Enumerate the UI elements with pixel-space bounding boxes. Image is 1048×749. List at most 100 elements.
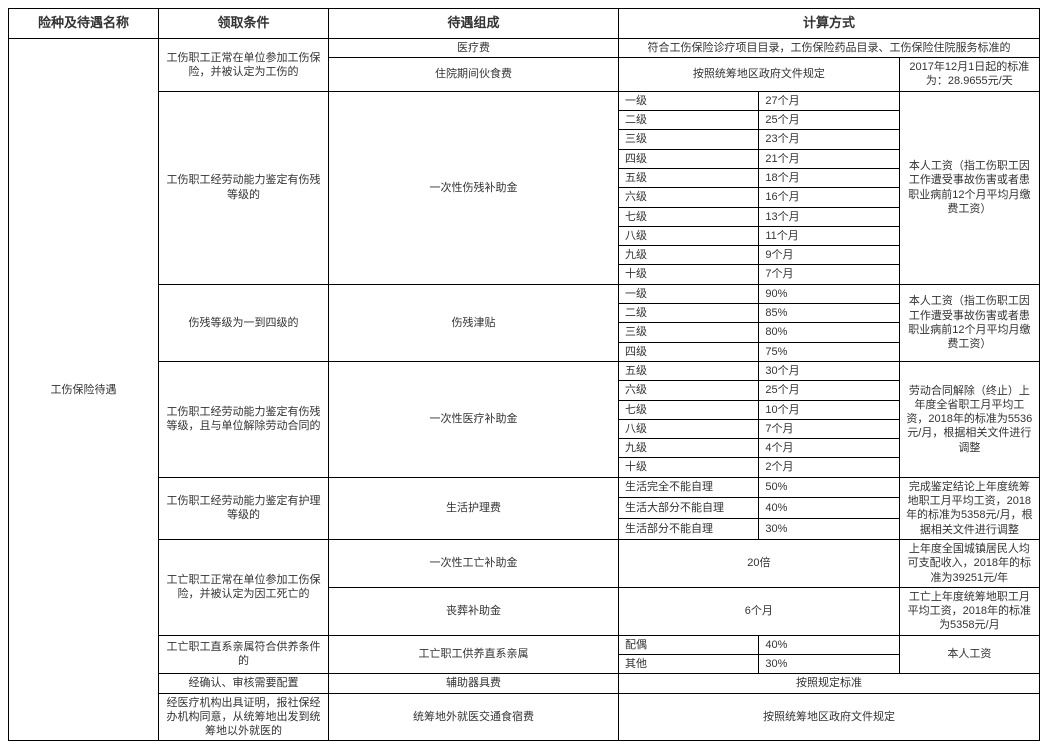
grade-value: 25个月 [759, 111, 899, 130]
condition-cell: 伤残等级为一到四级的 [159, 284, 329, 361]
calc-cell: 本人工资（指工伤职工因工作遭受事故伤害或者患职业病前12个月平均月缴费工资） [899, 91, 1039, 284]
grade-value: 7个月 [759, 265, 899, 284]
calc-cell: 工亡上年度统筹地职工月平均工资，2018年的标准为5358元/月 [899, 587, 1039, 635]
grade-value: 23个月 [759, 130, 899, 149]
table-row: 经医疗机构出具证明，报社保经办机构同意，从统筹地出发到统筹地以外就医的 统筹地外… [9, 693, 1040, 741]
grade-label: 五级 [619, 168, 759, 187]
grade-label: 十级 [619, 458, 759, 477]
condition-cell: 经确认、审核需要配置 [159, 674, 329, 693]
table-row: 伤残等级为一到四级的 伤残津贴 一级 90% 本人工资（指工伤职工因工作遭受事故… [9, 284, 1040, 303]
grade-label: 一级 [619, 284, 759, 303]
condition-cell: 工伤职工经劳动能力鉴定有伤残等级的 [159, 91, 329, 284]
category-cell: 工伤保险待遇 [9, 38, 159, 741]
benefits-table: 险种及待遇名称 领取条件 待遇组成 计算方式 工伤保险待遇 工伤职工正常在单位参… [8, 8, 1040, 741]
grade-value: 40% [759, 498, 899, 519]
condition-cell: 工伤职工正常在单位参加工伤保险，并被认定为工伤的 [159, 38, 329, 91]
grade-label: 五级 [619, 361, 759, 380]
component-cell: 伤残津贴 [329, 284, 619, 361]
table-row: 工亡职工正常在单位参加工伤保险，并被认定为因工死亡的 一次性工亡补助金 20倍 … [9, 539, 1040, 587]
table-row: 工伤职工经劳动能力鉴定有伤残等级的 一次性伤残补助金 一级 27个月 本人工资（… [9, 91, 1040, 110]
grade-value: 90% [759, 284, 899, 303]
grade-label: 其他 [619, 654, 759, 673]
grade-value: 30% [759, 519, 899, 540]
calc-cell: 按照规定标准 [619, 674, 1040, 693]
header-row: 险种及待遇名称 领取条件 待遇组成 计算方式 [9, 9, 1040, 39]
grade-label: 四级 [619, 342, 759, 361]
grade-value: 21个月 [759, 149, 899, 168]
grade-value: 85% [759, 304, 899, 323]
grade-value: 2个月 [759, 458, 899, 477]
table-row: 经确认、审核需要配置 辅助器具费 按照规定标准 [9, 674, 1040, 693]
calc-cell: 按照统筹地区政府文件规定 [619, 693, 1040, 741]
calc-cell: 20倍 [619, 539, 900, 587]
grade-value: 50% [759, 477, 899, 498]
condition-cell: 工亡职工正常在单位参加工伤保险，并被认定为因工死亡的 [159, 539, 329, 635]
table-row: 工伤职工经劳动能力鉴定有伤残等级，且与单位解除劳动合同的 一次性医疗补助金 五级… [9, 361, 1040, 380]
grade-label: 三级 [619, 130, 759, 149]
grade-label: 生活部分不能自理 [619, 519, 759, 540]
grade-value: 40% [759, 635, 899, 654]
table-row: 工伤职工经劳动能力鉴定有护理等级的 生活护理费 生活完全不能自理 50% 完成鉴… [9, 477, 1040, 498]
calc-cell: 本人工资 [899, 635, 1039, 674]
component-cell: 工亡职工供养直系亲属 [329, 635, 619, 674]
grade-value: 30% [759, 654, 899, 673]
grade-value: 4个月 [759, 439, 899, 458]
table-row: 工伤保险待遇 工伤职工正常在单位参加工伤保险，并被认定为工伤的 医疗费 符合工伤… [9, 38, 1040, 57]
grade-label: 生活完全不能自理 [619, 477, 759, 498]
grade-label: 八级 [619, 226, 759, 245]
component-cell: 住院期间伙食费 [329, 58, 619, 92]
grade-label: 七级 [619, 400, 759, 419]
grade-label: 一级 [619, 91, 759, 110]
component-cell: 一次性伤残补助金 [329, 91, 619, 284]
header-category: 险种及待遇名称 [9, 9, 159, 39]
grade-value: 11个月 [759, 226, 899, 245]
calc-cell: 2017年12月1日起的标准为：28.9655元/天 [899, 58, 1039, 92]
grade-value: 30个月 [759, 361, 899, 380]
grade-value: 9个月 [759, 246, 899, 265]
table-row: 工亡职工直系亲属符合供养条件的 工亡职工供养直系亲属 配偶 40% 本人工资 [9, 635, 1040, 654]
calc-cell: 6个月 [619, 587, 900, 635]
condition-cell: 工伤职工经劳动能力鉴定有护理等级的 [159, 477, 329, 539]
grade-value: 7个月 [759, 419, 899, 438]
grade-value: 80% [759, 323, 899, 342]
grade-value: 10个月 [759, 400, 899, 419]
grade-value: 18个月 [759, 168, 899, 187]
grade-label: 生活大部分不能自理 [619, 498, 759, 519]
header-calc: 计算方式 [619, 9, 1040, 39]
grade-value: 13个月 [759, 207, 899, 226]
grade-value: 75% [759, 342, 899, 361]
component-cell: 生活护理费 [329, 477, 619, 539]
grade-value: 27个月 [759, 91, 899, 110]
component-cell: 丧葬补助金 [329, 587, 619, 635]
header-component: 待遇组成 [329, 9, 619, 39]
component-cell: 辅助器具费 [329, 674, 619, 693]
grade-label: 九级 [619, 439, 759, 458]
calc-cell: 劳动合同解除（终止）上年度全省职工月平均工资，2018年的标准为5536元/月，… [899, 361, 1039, 477]
header-condition: 领取条件 [159, 9, 329, 39]
grade-label: 四级 [619, 149, 759, 168]
grade-label: 二级 [619, 304, 759, 323]
calc-cell: 本人工资（指工伤职工因工作遭受事故伤害或者患职业病前12个月平均月缴费工资） [899, 284, 1039, 361]
grade-label: 六级 [619, 381, 759, 400]
grade-label: 二级 [619, 111, 759, 130]
grade-label: 十级 [619, 265, 759, 284]
calc-cell: 符合工伤保险诊疗项目目录，工伤保险药品目录、工伤保险住院服务标准的 [619, 38, 1040, 57]
calc-cell: 按照统筹地区政府文件规定 [619, 58, 900, 92]
grade-label: 六级 [619, 188, 759, 207]
grade-label: 九级 [619, 246, 759, 265]
grade-value: 16个月 [759, 188, 899, 207]
component-cell: 医疗费 [329, 38, 619, 57]
condition-cell: 工亡职工直系亲属符合供养条件的 [159, 635, 329, 674]
condition-cell: 工伤职工经劳动能力鉴定有伤残等级，且与单位解除劳动合同的 [159, 361, 329, 477]
grade-label: 八级 [619, 419, 759, 438]
calc-cell: 完成鉴定结论上年度统筹地职工月平均工资，2018年的标准为5358元/月，根据相… [899, 477, 1039, 539]
condition-cell: 经医疗机构出具证明，报社保经办机构同意，从统筹地出发到统筹地以外就医的 [159, 693, 329, 741]
component-cell: 一次性医疗补助金 [329, 361, 619, 477]
calc-cell: 上年度全国城镇居民人均可支配收入，2018年的标准为39251元/年 [899, 539, 1039, 587]
grade-label: 配偶 [619, 635, 759, 654]
component-cell: 统筹地外就医交通食宿费 [329, 693, 619, 741]
grade-label: 七级 [619, 207, 759, 226]
grade-value: 25个月 [759, 381, 899, 400]
grade-label: 三级 [619, 323, 759, 342]
component-cell: 一次性工亡补助金 [329, 539, 619, 587]
